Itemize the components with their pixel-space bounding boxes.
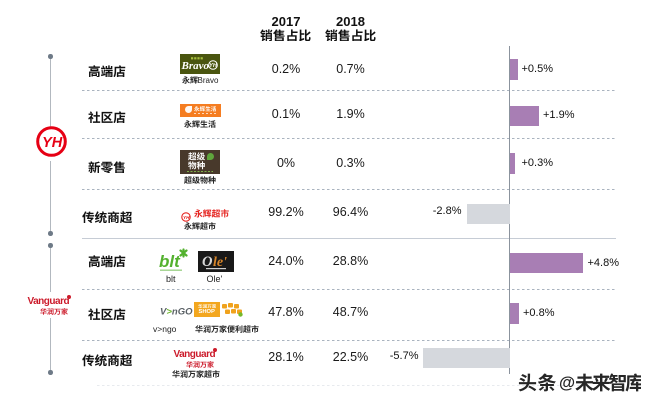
svg-text:V>nGO: V>nGO: [160, 307, 193, 317]
svg-text:Bravo: Bravo: [181, 60, 210, 72]
svg-text:YH: YH: [183, 215, 190, 220]
svg-text:le': le': [213, 255, 227, 270]
svg-text:blt: blt: [159, 252, 181, 271]
svg-text:YH: YH: [209, 63, 218, 69]
svg-text:O: O: [202, 254, 213, 270]
svg-text:YH: YH: [42, 135, 63, 151]
